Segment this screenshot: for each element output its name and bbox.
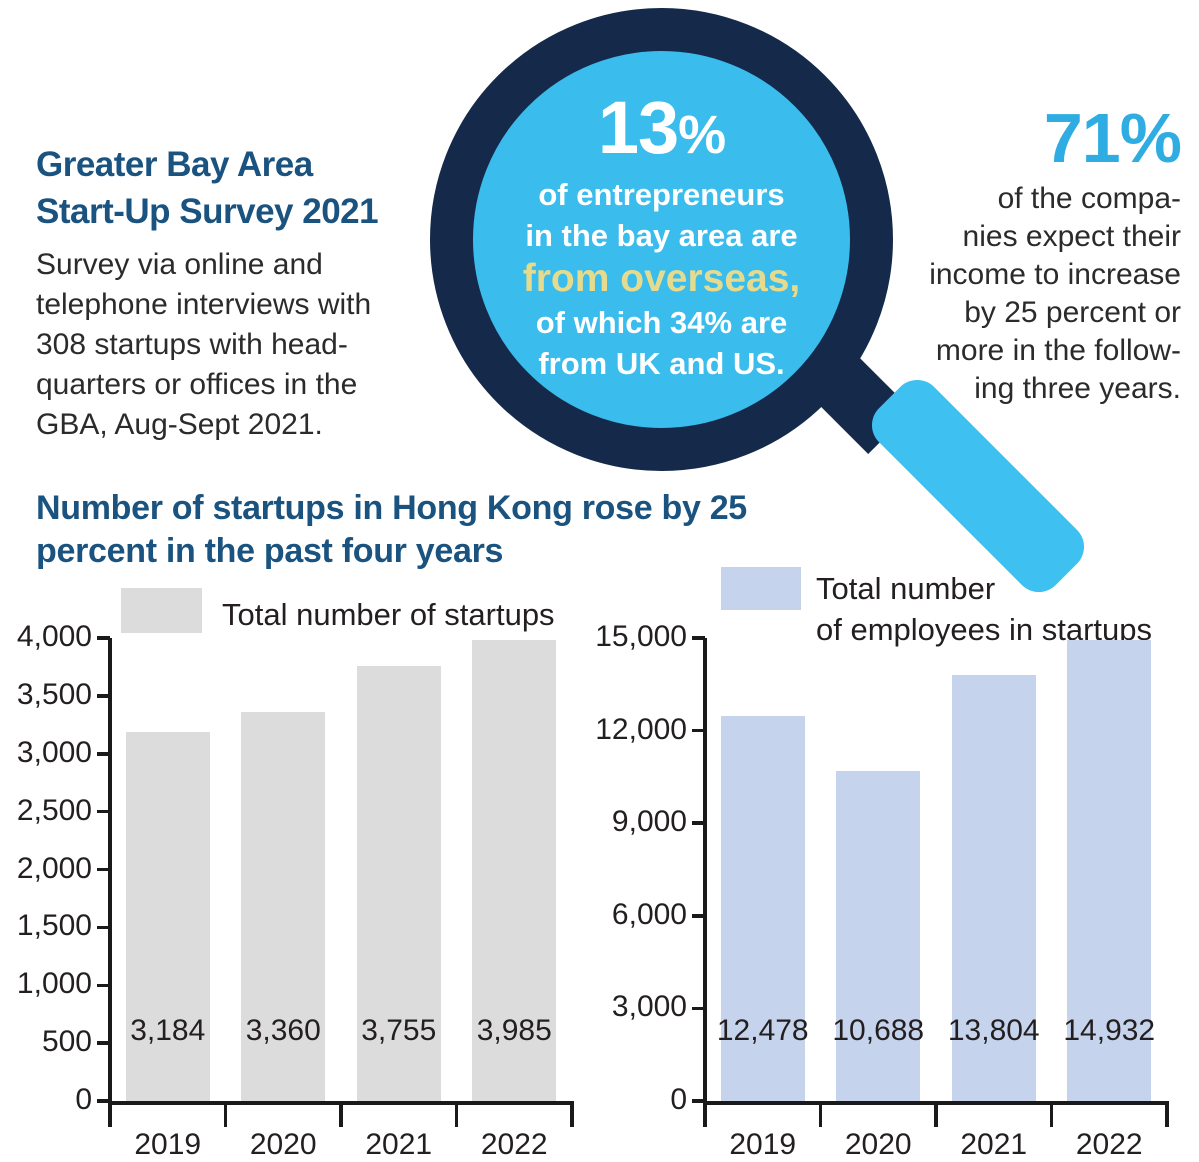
page-title: Greater Bay Area Start-Up Survey 2021 [36, 141, 456, 235]
y-tick-label: 2,500 [16, 793, 92, 827]
y-tick-label: 15,000 [595, 620, 687, 653]
x-axis-tick [1165, 1101, 1169, 1127]
magnifier-lens-icon: 13% of entrepreneurs in the bay area are… [430, 8, 893, 471]
lens-stat-value: 13% [461, 89, 862, 174]
bar [472, 639, 557, 1101]
section-title: Number of startups in Hong Kong rose by … [36, 487, 747, 573]
right-stat-value: 71% [871, 96, 1182, 180]
lens-text-line: of entrepreneurs [538, 177, 785, 212]
bar-value-label: 3,184 [130, 1014, 206, 1047]
y-axis-tick [692, 914, 705, 918]
x-axis-tick [934, 1101, 938, 1127]
legend-label-startups: Total number of startups [222, 597, 555, 632]
page-title-line: Start-Up Survey 2021 [36, 192, 379, 231]
bar-value-label: 3,755 [361, 1014, 437, 1047]
right-stat-line: more in the follow- [935, 334, 1181, 367]
y-tick-label: 12,000 [595, 712, 687, 746]
bar-value-label: 3,985 [476, 1014, 552, 1047]
lens-highlight-text: from overseas, [522, 257, 801, 300]
intro-description-line: GBA, Aug-Sept 2021. [36, 408, 323, 441]
right-stat-number: 71 [1043, 99, 1121, 177]
bar [951, 674, 1036, 1101]
x-category-label: 2022 [480, 1128, 548, 1161]
intro-description-line: telephone interviews with [36, 288, 372, 321]
lens-stat-block: 13% of entrepreneurs in the bay area are… [461, 89, 862, 384]
y-tick-label: 3,500 [16, 677, 92, 711]
y-tick-label: 3,000 [16, 735, 92, 769]
right-stat-percent-sign: % [1119, 99, 1182, 177]
lens-stat-number: 13 [597, 86, 679, 169]
y-tick-label: 6,000 [611, 897, 687, 931]
right-stat-line: income to increase [929, 258, 1181, 291]
y-axis-tick [97, 1041, 110, 1045]
y-axis-tick [692, 636, 705, 640]
intro-description-line: quarters or offices in the [36, 368, 358, 401]
lens-text-line: of which 34% are [535, 305, 788, 340]
y-axis-tick [692, 1099, 705, 1103]
y-tick-label: 9,000 [611, 805, 687, 839]
y-tick-label: 1,000 [16, 967, 92, 1001]
startups-bar-chart: 0 500 1,000 1,500 2,000 2,500 3,000 3,500 4,000 3… [0, 620, 600, 1161]
y-tick-label: 3,000 [611, 990, 687, 1024]
intro-description-line: 308 startups with head- [36, 328, 348, 361]
employees-bar-chart: 0 3,000 6,000 9,000 12,000 15,000 12,478 2019 10… [595, 620, 1199, 1161]
page-title-line: Greater Bay Area [36, 145, 313, 184]
right-stat-text: of the compa- nies expect their income t… [871, 180, 1181, 408]
y-tick-label: 2,000 [16, 851, 92, 885]
y-axis-line [703, 638, 707, 1127]
y-axis-tick [97, 636, 110, 640]
x-axis-tick [1049, 1101, 1054, 1127]
bar [125, 732, 210, 1101]
x-axis-tick [454, 1101, 459, 1127]
lens-stat-percent-sign: % [678, 105, 726, 165]
right-stat-line: ing three years. [974, 372, 1181, 405]
y-axis-tick [97, 925, 110, 930]
y-axis-tick [692, 728, 705, 733]
legend-label-employees-line: Total number [816, 571, 996, 606]
lens-text-line: in the bay area are [525, 218, 798, 253]
bar-value-label: 13,804 [947, 1014, 1040, 1047]
bar [241, 712, 326, 1101]
x-axis-tick [818, 1101, 823, 1127]
y-axis-tick [97, 809, 110, 814]
y-axis-tick [692, 821, 705, 825]
x-axis-tick [570, 1101, 574, 1127]
x-category-label: 2022 [1075, 1128, 1143, 1161]
y-tick-label: 500 [41, 1025, 92, 1059]
bar [720, 715, 805, 1101]
y-tick-label: 0 [670, 1083, 687, 1116]
right-stat-line: of the compa- [997, 182, 1181, 215]
intro-description: Survey via online and telephone intervie… [36, 245, 456, 445]
intro-block: Greater Bay Area Start-Up Survey 2021 Su… [36, 141, 456, 445]
y-axis-tick [97, 867, 110, 872]
section-title-line: Number of startups in Hong Kong rose by … [36, 489, 747, 527]
y-axis-tick [692, 1006, 705, 1011]
y-tick-label: 1,500 [16, 909, 92, 943]
lens-text-line: from UK and US. [538, 346, 785, 381]
bar [1067, 640, 1152, 1101]
y-tick-label: 4,000 [16, 620, 92, 653]
bar-value-label: 14,932 [1063, 1014, 1156, 1047]
y-axis-tick [97, 1099, 110, 1103]
right-stat-line: by 25 percent or [964, 296, 1181, 329]
y-tick-label: 0 [75, 1083, 92, 1116]
bar-value-label: 10,688 [832, 1014, 925, 1047]
legend-swatch-startups [121, 588, 202, 633]
y-axis-tick [97, 983, 110, 987]
intro-description-line: Survey via online and [36, 248, 323, 281]
bar [836, 771, 921, 1101]
x-axis-tick [339, 1101, 343, 1127]
bar-value-label: 3,360 [245, 1014, 321, 1047]
y-axis-tick [97, 694, 110, 698]
bar [356, 666, 441, 1101]
right-stat-line: nies expect their [962, 220, 1181, 253]
section-title-line: percent in the past four years [36, 532, 504, 570]
legend-swatch-employees [721, 567, 801, 610]
bar-value-label: 12,478 [716, 1014, 809, 1047]
x-axis-tick [223, 1101, 228, 1127]
right-stat-block: 71% of the compa- nies expect their inco… [871, 96, 1182, 408]
y-axis-line [108, 638, 112, 1127]
y-axis-tick [97, 752, 110, 756]
